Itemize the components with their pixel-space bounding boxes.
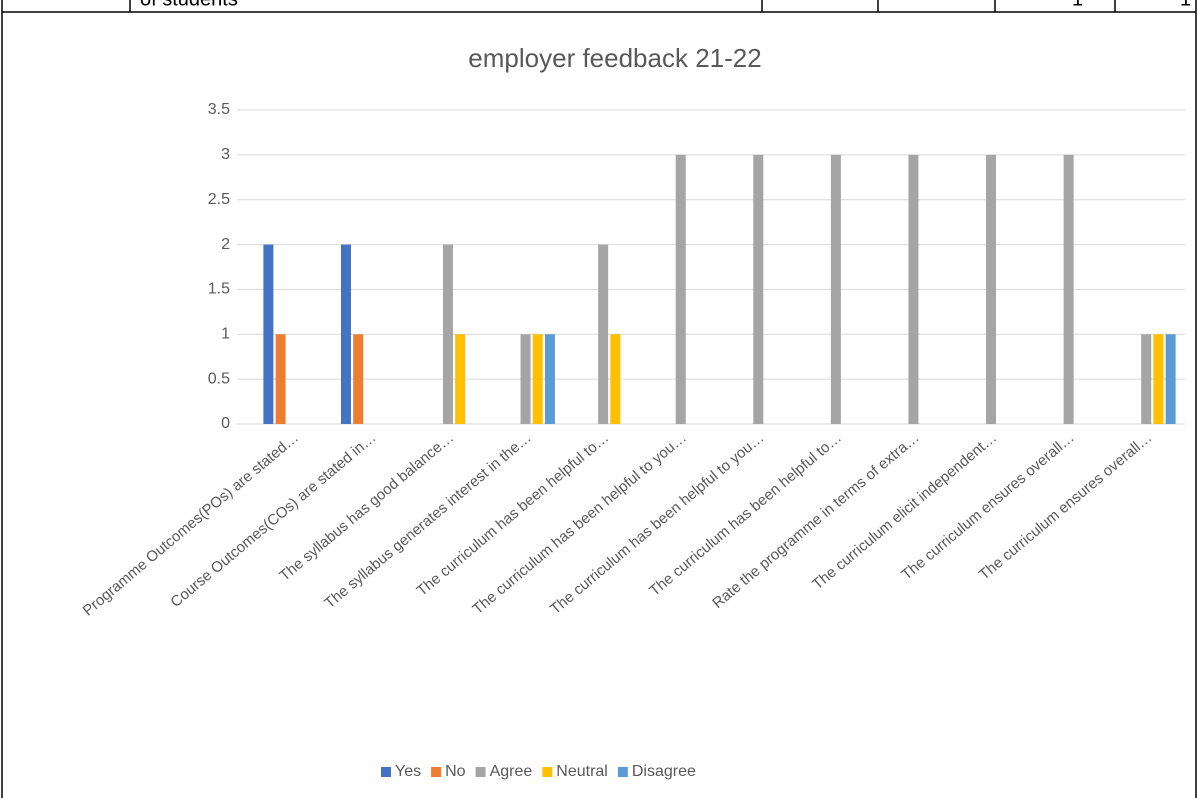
legend-label: No: [445, 763, 466, 780]
y-tick-label: 2: [221, 236, 230, 253]
bar: [831, 155, 841, 424]
bar: [1064, 155, 1074, 424]
bar: [263, 245, 273, 424]
legend-swatch: [381, 767, 391, 777]
bar: [353, 334, 363, 424]
bar: [753, 155, 763, 424]
legend-swatch: [618, 767, 628, 777]
bar: [676, 155, 686, 424]
legend-label: Neutral: [556, 763, 608, 780]
bar: [276, 334, 286, 424]
bar: [521, 334, 531, 424]
y-tick-label: 3.5: [208, 101, 230, 118]
page: of students 1 1 employer feedback 21-22 …: [0, 0, 1198, 798]
y-tick-label: 1: [221, 326, 230, 343]
bar: [455, 334, 465, 424]
bar: [545, 334, 555, 424]
legend-swatch: [542, 767, 552, 777]
bar: [533, 334, 543, 424]
bar: [908, 155, 918, 424]
y-tick-label: 2.5: [208, 191, 230, 208]
legend-label: Yes: [395, 763, 421, 780]
document: of students 1 1 employer feedback 21-22 …: [0, 0, 1198, 798]
y-tick-label: 0.5: [208, 370, 230, 387]
y-tick-label: 0: [221, 415, 230, 432]
table-cell: 1: [1072, 0, 1083, 10]
table-cell: of students: [140, 0, 238, 10]
bar: [598, 245, 608, 424]
bar: [986, 155, 996, 424]
legend-label: Disagree: [632, 763, 696, 780]
bar: [1153, 334, 1163, 424]
bar: [1166, 334, 1176, 424]
bar: [341, 245, 351, 424]
y-tick-label: 3: [221, 146, 230, 163]
chart-title: employer feedback 21-22: [468, 43, 761, 73]
legend-swatch: [431, 767, 441, 777]
table-cell: 1: [1180, 0, 1191, 10]
bar: [1141, 334, 1151, 424]
bar: [610, 334, 620, 424]
bar: [443, 245, 453, 424]
legend-swatch: [476, 767, 486, 777]
y-tick-label: 1.5: [208, 281, 230, 298]
legend-label: Agree: [490, 763, 533, 780]
